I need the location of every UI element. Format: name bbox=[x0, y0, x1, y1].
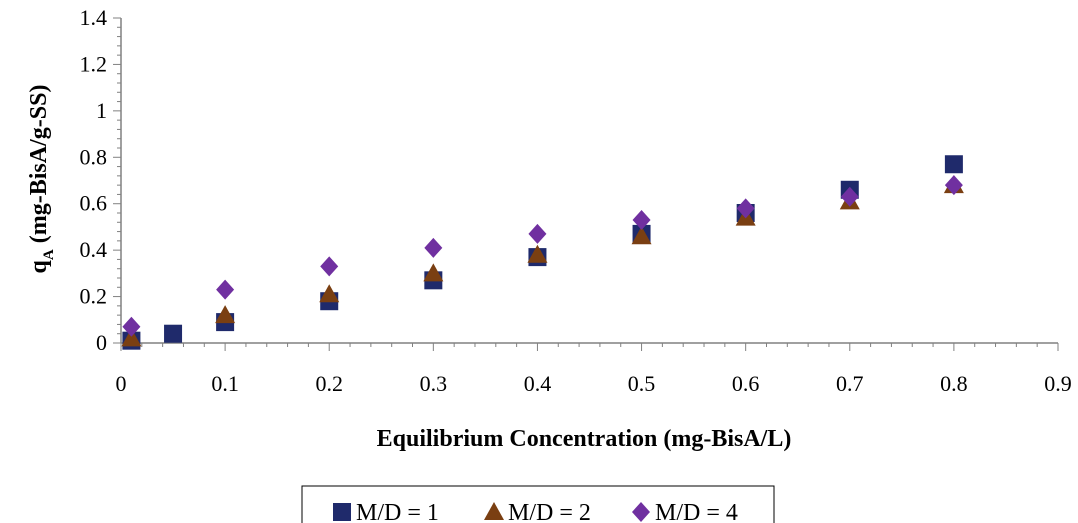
series-2 bbox=[121, 175, 964, 347]
data-points bbox=[121, 155, 964, 350]
point-triangle bbox=[319, 284, 340, 303]
legend-marker-square bbox=[333, 503, 351, 521]
x-tick-label: 0.4 bbox=[524, 371, 552, 396]
point-triangle bbox=[631, 226, 652, 245]
point-diamond bbox=[736, 198, 755, 219]
point-diamond bbox=[632, 209, 651, 230]
x-tick-label: 0.1 bbox=[211, 371, 239, 396]
legend-label: M/D = 4 bbox=[655, 500, 738, 523]
x-axis-title: Equilibrium Concentration (mg-BisA/L) bbox=[377, 426, 792, 452]
legend-marker-diamond bbox=[632, 502, 650, 522]
plot-area bbox=[113, 17, 1059, 351]
point-diamond bbox=[840, 186, 859, 207]
y-tick-labels: 0 0.2 0.4 0.6 0.8 1 1.2 1.4 bbox=[80, 5, 108, 355]
y-tick-label: 0.8 bbox=[80, 144, 108, 169]
y-tick-label: 1 bbox=[96, 98, 107, 123]
x-tick-labels: 0 0.1 0.2 0.3 0.4 0.5 0.6 0.7 0.8 0.9 bbox=[116, 371, 1072, 396]
point-diamond bbox=[320, 256, 339, 277]
series-1 bbox=[122, 155, 963, 350]
y-tick-label: 1.4 bbox=[80, 5, 108, 30]
y-tick-label: 0.6 bbox=[80, 191, 108, 216]
x-tick-label: 0.7 bbox=[836, 371, 864, 396]
y-tick-label: 0.2 bbox=[80, 284, 108, 309]
y-axis-title: qA (mg-BisA/g-SS) bbox=[26, 85, 57, 274]
y-tick-label: 0 bbox=[96, 330, 107, 355]
y-tick-label: 0.4 bbox=[80, 237, 108, 262]
point-diamond bbox=[528, 223, 547, 244]
point-square bbox=[944, 155, 963, 174]
y-tick-label: 1.2 bbox=[80, 51, 108, 76]
x-tick-label: 0.5 bbox=[628, 371, 656, 396]
legend-label: M/D = 2 bbox=[508, 500, 591, 523]
point-diamond bbox=[944, 175, 963, 196]
legend-box bbox=[301, 485, 775, 523]
legend-marker-triangle bbox=[484, 502, 504, 520]
point-diamond bbox=[424, 237, 443, 258]
legend: M/D = 1 M/D = 2 M/D = 4 bbox=[301, 485, 775, 523]
legend-label: M/D = 1 bbox=[356, 500, 439, 523]
point-triangle bbox=[527, 244, 548, 263]
point-triangle bbox=[121, 328, 142, 347]
x-tick-label: 0.2 bbox=[315, 371, 343, 396]
x-tick-label: 0.3 bbox=[420, 371, 448, 396]
series-3 bbox=[122, 175, 963, 337]
point-triangle bbox=[423, 263, 444, 282]
point-diamond bbox=[122, 316, 141, 337]
x-tick-label: 0.9 bbox=[1044, 371, 1072, 396]
point-triangle bbox=[215, 305, 236, 324]
x-tick-label: 0 bbox=[116, 371, 127, 396]
point-square bbox=[164, 324, 183, 343]
point-diamond bbox=[216, 279, 235, 300]
x-tick-label: 0.8 bbox=[940, 371, 968, 396]
x-tick-label: 0.6 bbox=[732, 371, 760, 396]
